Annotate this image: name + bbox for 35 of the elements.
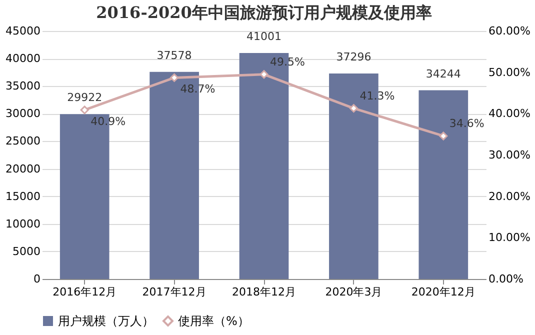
point	[170, 73, 179, 82]
y2-tick-label: 20.00%	[488, 190, 530, 203]
point	[439, 132, 448, 140]
x-tick-label: 2016年12月	[52, 286, 117, 298]
point	[260, 70, 268, 79]
data-label: 29922	[67, 91, 102, 104]
y-tick-label: 25000	[6, 134, 40, 148]
y-tick-label: 45000	[6, 24, 40, 38]
point	[349, 104, 358, 113]
y2-tick-label: 0.00%	[488, 272, 524, 286]
x-tick-label: 2020年3月	[325, 286, 382, 298]
y-tick-label: 5000	[12, 244, 40, 258]
y-tick-label: 10000	[6, 217, 40, 230]
y2-tick-label: 50.00%	[488, 66, 530, 79]
y2-tick-label: 10.00%	[488, 231, 530, 244]
y2-tick-label: 60.00%	[488, 24, 530, 38]
y-tick-label: 35000	[6, 80, 40, 93]
chart-title: 2016-2020年中国旅游预订用户规模及使用率	[96, 3, 432, 22]
legend-label: 使用率（%）	[178, 314, 250, 328]
x-tick-label: 2020年12月	[411, 286, 476, 298]
point	[80, 106, 89, 114]
data-label: 37578	[156, 48, 192, 62]
data-label: 34244	[426, 67, 461, 80]
legend-label: 用户规模（万人）	[58, 314, 154, 328]
x-tick-label: 2018年12月	[232, 286, 296, 298]
data-label: 37296	[336, 50, 372, 64]
y-tick-label: 0	[34, 272, 40, 286]
y-tick-label: 15000	[6, 190, 40, 203]
y-tick-label: 40000	[6, 52, 40, 66]
y-tick-label: 30000	[6, 107, 40, 120]
y-tick-label: 20000	[6, 162, 40, 176]
x-tick-label: 2017年12月	[142, 286, 206, 298]
data-label: 41001	[246, 30, 282, 44]
y2-tick-label: 30.00%	[488, 148, 530, 162]
y2-tick-label: 40.00%	[488, 107, 530, 120]
